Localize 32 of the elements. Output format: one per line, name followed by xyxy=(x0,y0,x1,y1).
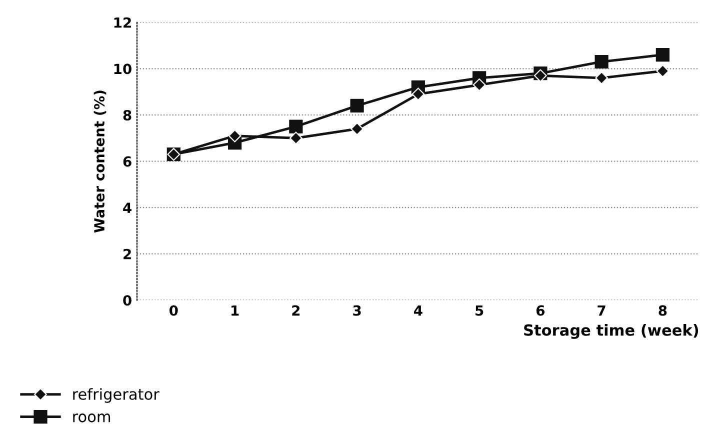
point xyxy=(350,122,364,136)
x-tick-label: 4 xyxy=(414,305,422,316)
y-tick-label: 6 xyxy=(123,156,132,167)
point xyxy=(289,120,303,134)
x-tick-label: 8 xyxy=(658,305,667,316)
legend-label: room xyxy=(73,414,110,422)
point xyxy=(228,129,242,142)
y-tick-label: 12 xyxy=(114,17,131,28)
x-tick-label: 5 xyxy=(476,305,484,316)
point xyxy=(594,54,608,69)
x-tick-label: 1 xyxy=(232,305,239,316)
x-tick-label: 7 xyxy=(598,305,606,316)
legend-label: refrigerator xyxy=(73,388,160,403)
point xyxy=(350,98,364,113)
y-tick-label: 0 xyxy=(123,295,132,306)
point xyxy=(412,88,425,101)
point xyxy=(472,78,486,92)
x-tick-label: 6 xyxy=(536,305,545,316)
point xyxy=(656,48,670,62)
x-tick-label: 0 xyxy=(170,305,178,316)
y-tick-label: 10 xyxy=(114,64,132,74)
point xyxy=(656,64,670,78)
x-tick-label: 2 xyxy=(292,305,300,316)
point xyxy=(534,69,547,82)
y-tick-label: 2 xyxy=(124,248,131,260)
point xyxy=(289,132,302,145)
point xyxy=(595,72,608,84)
y-tick-label: 4 xyxy=(123,202,132,213)
x-axis-title: Storage time (week) xyxy=(524,324,698,339)
x-tick-label: 3 xyxy=(353,305,361,316)
y-axis-title: Water content (%) xyxy=(94,90,106,233)
y-tick-label: 8 xyxy=(123,110,132,120)
